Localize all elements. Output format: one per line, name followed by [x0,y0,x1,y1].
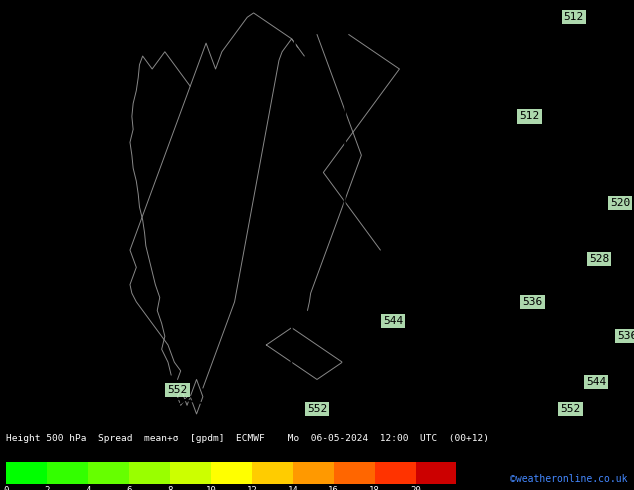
Bar [252,462,293,484]
Text: 552: 552 [167,385,188,395]
Text: 552: 552 [560,404,581,414]
Text: 8: 8 [167,487,172,490]
Bar [333,462,375,484]
Text: 544: 544 [383,316,403,326]
Text: Height 500 hPa  Spread  mean+σ  [gpdm]  ECMWF    Mo  06-05-2024  12:00  UTC  (00: Height 500 hPa Spread mean+σ [gpdm] ECMW… [6,434,489,443]
Text: 512: 512 [564,12,584,22]
Bar [88,462,129,484]
Text: 12: 12 [247,487,257,490]
Bar [129,462,170,484]
Text: 20: 20 [410,487,421,490]
Bar [293,462,333,484]
Text: 0: 0 [4,487,9,490]
Text: 536: 536 [618,331,634,342]
Text: 536: 536 [522,297,543,307]
Bar [170,462,211,484]
Text: 14: 14 [287,487,298,490]
Text: 2: 2 [44,487,50,490]
Text: 552: 552 [307,404,327,414]
Bar [375,462,415,484]
Text: 18: 18 [369,487,380,490]
Text: 528: 528 [589,254,609,264]
Bar [415,462,456,484]
Bar [6,462,48,484]
Text: 4: 4 [86,487,91,490]
Bar [211,462,252,484]
Text: 10: 10 [205,487,216,490]
Text: 6: 6 [126,487,132,490]
Text: ©weatheronline.co.uk: ©weatheronline.co.uk [510,474,628,484]
Text: 520: 520 [610,197,630,208]
Bar [48,462,88,484]
Text: 512: 512 [519,111,540,122]
Text: 544: 544 [586,377,606,387]
Text: 16: 16 [328,487,339,490]
